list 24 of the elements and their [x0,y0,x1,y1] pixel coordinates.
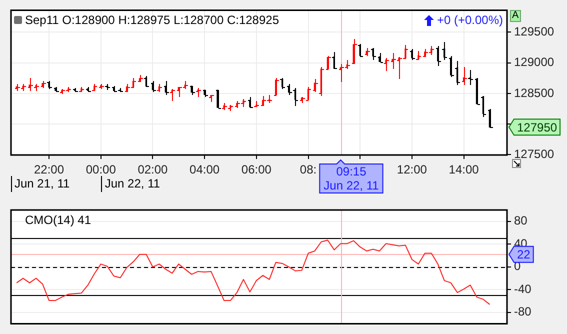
ref-line-label: 22 [517,248,531,262]
x-tick-label: 00:00 [86,162,116,177]
ref-line-label: 09:15 Jun 22, 11 [324,164,380,192]
y-tick-label: 129000 [514,55,554,70]
x-tick-label: 04:00 [190,162,220,177]
chart-title: Sep11 O:128900 H:128975 L:128700 C:128925 [25,13,279,27]
x-tick-label: 12:00 [396,162,428,177]
x-tick-label: 06:00 [241,162,272,177]
y-tick-label: -80 [514,304,532,319]
y-tick-label: 80 [514,214,528,228]
chart-title: CMO(14) 41 [25,213,92,227]
x-tick-label: 22:00 [34,162,64,177]
text: A [510,10,521,22]
y-tick-label: 128500 [514,86,554,100]
x-tick-label: 14:00 [448,162,480,177]
x-tick-label: 02:00 [138,162,168,177]
text: 127950 [517,120,558,134]
x-tick-label: 08: [300,162,317,177]
y-tick-label: 129500 [514,24,554,39]
y-tick-label: -40 [514,282,532,296]
text: Jun 21, 11 [14,176,70,190]
annotation: +0 (+0.00%) [436,13,503,27]
y-tick-label: 127500 [514,147,554,162]
text: Jun 22, 11 [104,176,160,190]
